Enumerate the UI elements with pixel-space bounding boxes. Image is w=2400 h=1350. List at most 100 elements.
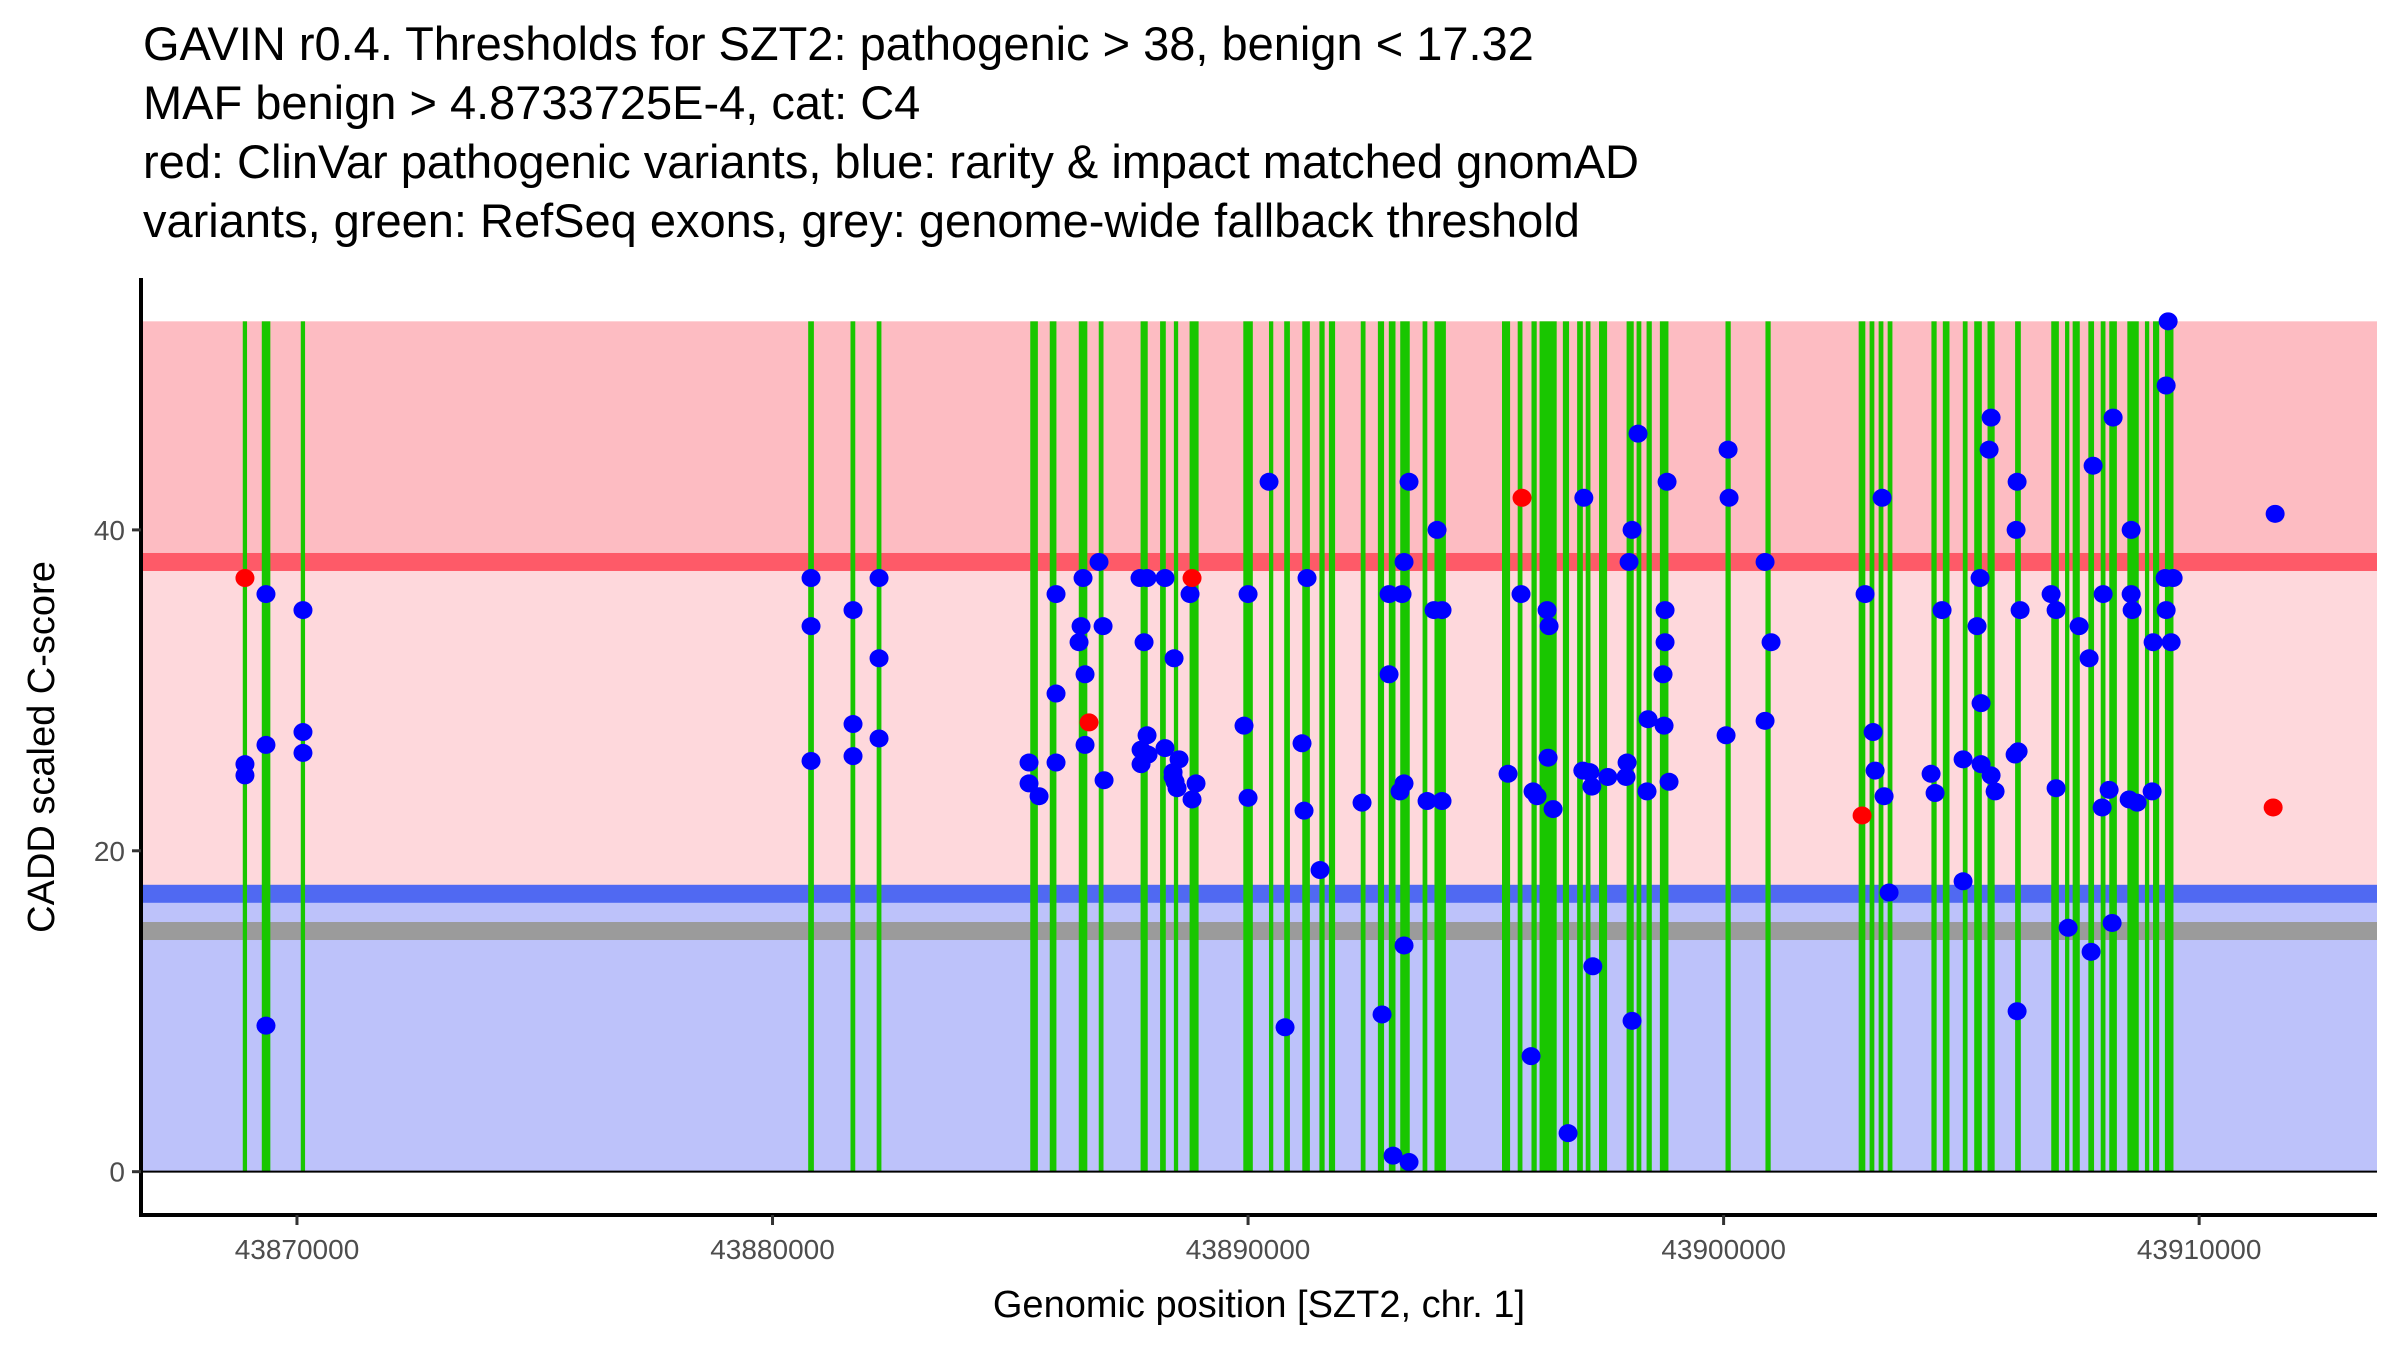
gnomad-point	[1537, 601, 1557, 620]
gnomad-point	[1879, 883, 1899, 902]
gnomad-point	[1981, 408, 2001, 427]
gnomad-point	[256, 585, 276, 604]
gnomad-point	[1498, 764, 1518, 783]
gnomad-point	[1071, 617, 1091, 636]
exon-line	[1189, 321, 1199, 1172]
exon-line	[2109, 321, 2117, 1172]
gnomad-point	[1622, 520, 1642, 539]
title-line-4: variants, green: RefSeq exons, grey: gen…	[143, 194, 1580, 247]
gnomad-point	[1019, 774, 1039, 793]
gnomad-point	[1394, 552, 1414, 571]
exon-line	[1434, 321, 1446, 1172]
gnomad-point	[1872, 488, 1892, 507]
gnomad-point	[1981, 766, 2001, 785]
gnomad-point	[2099, 780, 2119, 799]
axes: 0 20 40 43870000 43880000 43890000 43900000 439…	[94, 278, 2377, 1265]
exon-line	[2100, 321, 2106, 1172]
gnomad-point	[1392, 585, 1412, 604]
threshold-zones	[143, 321, 2377, 1172]
gnomad-point	[1155, 739, 1175, 758]
gnomad-point	[1379, 665, 1399, 684]
exon-line	[1173, 321, 1179, 1172]
gnomad-point	[843, 715, 863, 734]
x-axis-title: Genomic position [SZT2, chr. 1]	[993, 1284, 1525, 1326]
gnomad-point	[1865, 761, 1885, 780]
gnomad-point	[2103, 408, 2123, 427]
exon-line	[1659, 321, 1669, 1172]
exon-line	[242, 321, 248, 1172]
gnomad-point	[256, 1016, 276, 1035]
uncertain-zone	[143, 561, 2377, 894]
gnomad-point	[2161, 633, 2181, 652]
exon-line	[1422, 321, 1428, 1172]
gnomad-point	[1399, 1153, 1419, 1172]
gnomad-point	[1654, 716, 1674, 735]
gnomad-point	[2041, 585, 2061, 604]
exon-line	[1388, 321, 1396, 1172]
gnomad-point	[1543, 800, 1563, 819]
gnomad-point	[1921, 764, 1941, 783]
gnomad-point	[1616, 767, 1636, 786]
gnomad-point	[2092, 798, 2112, 817]
gnomad-point	[235, 766, 255, 785]
exon-line	[1377, 321, 1385, 1172]
threshold-lines	[143, 552, 2377, 941]
exon-line	[1974, 321, 1982, 1172]
exon-line	[1360, 321, 1366, 1172]
pathogenic-threshold-line	[143, 552, 2377, 571]
gnomad-point	[1855, 585, 1875, 604]
gnomad-point	[1259, 472, 1279, 491]
chart-title: GAVIN r0.4. Thresholds for SZT2: pathoge…	[143, 14, 1639, 250]
gnomad-point	[1167, 779, 1187, 798]
y-tick-label: 20	[94, 836, 125, 867]
x-tick-label: 43870000	[235, 1234, 360, 1265]
gnomad-point	[1046, 684, 1066, 703]
gnomad-point	[1539, 617, 1559, 636]
gnomad-point	[1137, 569, 1157, 588]
gnomad-point	[1755, 711, 1775, 730]
exon-line	[1562, 321, 1570, 1172]
gnomad-point	[1716, 726, 1736, 745]
exon-line	[1858, 321, 1866, 1172]
exon-line	[2127, 321, 2139, 1172]
gnomad-point	[1657, 472, 1677, 491]
gnomad-point	[1297, 569, 1317, 588]
gnomad-point	[1718, 440, 1738, 459]
exon-line	[1098, 321, 1104, 1172]
gnomad-point	[2158, 312, 2178, 331]
gnomad-point	[1580, 763, 1600, 782]
gnomad-point	[1186, 774, 1206, 793]
gnomad-point	[1182, 790, 1202, 809]
gnomad-point	[1511, 585, 1531, 604]
exon-line	[1319, 321, 1325, 1172]
benign-threshold-line	[143, 884, 2377, 903]
gnomad-point	[843, 601, 863, 620]
gnomad-point	[1655, 633, 1675, 652]
exon-line	[1878, 321, 1884, 1172]
gnomad-point	[1583, 957, 1603, 976]
exon-line	[1725, 321, 1731, 1172]
title-line-3: red: ClinVar pathogenic variants, blue: …	[143, 135, 1639, 188]
gnomad-point	[2265, 504, 2285, 523]
benign-zone	[143, 893, 2377, 1172]
y-tick-label: 40	[94, 515, 125, 546]
gnomad-point	[1521, 1047, 1541, 1066]
gnomad-point	[1310, 861, 1330, 880]
exon-line	[1243, 321, 1253, 1172]
fallback-threshold-line	[143, 922, 2377, 941]
exon-line	[1962, 321, 1968, 1172]
gnomad-point	[2083, 456, 2103, 475]
gnomad-point	[1089, 552, 1109, 571]
gnomad-point	[1761, 633, 1781, 652]
gnomad-point	[2007, 1002, 2027, 1021]
gnomad-point	[1383, 1146, 1403, 1165]
exon-line	[1636, 321, 1642, 1172]
y-tick-label: 0	[109, 1157, 125, 1188]
gnomad-point	[1655, 601, 1675, 620]
gnomad-point	[801, 751, 821, 770]
gnomad-point	[2010, 601, 2030, 620]
gnomad-point	[1093, 617, 1113, 636]
gnomad-point	[293, 601, 313, 620]
gnomad-point	[1137, 726, 1157, 745]
clinvar-point	[1182, 569, 1202, 588]
